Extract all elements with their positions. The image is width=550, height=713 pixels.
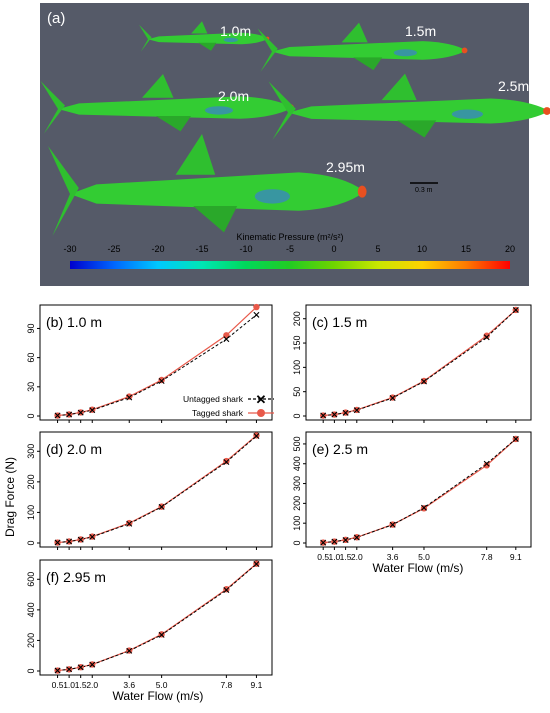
chart-panel-3: (d) 2.0 m 0 100 200 300 <box>26 432 272 550</box>
colorbar-tick-label: -25 <box>107 244 120 254</box>
colorbar-tick-label: -20 <box>151 244 164 254</box>
y-tick-label: 600 <box>26 572 36 587</box>
y-tick-label: 0 <box>26 668 36 673</box>
chart-title: (c) 1.5 m <box>312 314 367 330</box>
y-axis-label: Drag Force (N) <box>3 457 17 537</box>
y-tick-label: 0 <box>292 540 302 545</box>
legend-tagged-label: Tagged shark <box>192 408 244 418</box>
data-point-tagged <box>223 458 229 464</box>
colorbar <box>70 261 510 269</box>
y-tick-label: 90 <box>26 323 36 333</box>
y-tick-label: 200 <box>292 496 302 511</box>
data-point-tagged <box>483 333 489 339</box>
chart-title: (f) 2.95 m <box>46 569 106 585</box>
y-tick-label: 200 <box>26 474 36 489</box>
y-tick-label: 150 <box>292 336 302 351</box>
colorbar-tick-label: -10 <box>239 244 252 254</box>
y-tick-label: 0 <box>292 413 302 418</box>
x-tick-label: 1.0 <box>63 680 75 690</box>
data-point-tagged <box>126 393 132 399</box>
legend-untagged-marker: ✕ <box>256 392 267 407</box>
chart-panel-1: (b) 1.0 m 0 30 60 90 <box>26 304 272 423</box>
legend-untagged-label: Untagged shark <box>183 394 244 404</box>
x-tick-label: 9.1 <box>510 552 522 562</box>
chart-panel-2: (c) 1.5 m 0 50 100 150 200 <box>292 305 531 423</box>
x-tick-label: 2.0 <box>86 680 98 690</box>
colorbar-title: Kinematic Pressure (m²/s²) <box>236 232 343 242</box>
colorbar-tick-label: 0 <box>331 244 336 254</box>
data-point-tagged <box>253 304 259 310</box>
colorbar-tick-label: 10 <box>417 244 427 254</box>
x-tick-label: 7.8 <box>220 680 232 690</box>
colorbar-tick-label: -5 <box>286 244 294 254</box>
x-tick-label: 1.5 <box>75 680 87 690</box>
y-tick-label: 300 <box>26 444 36 459</box>
scale-bar-label: 0.3 m <box>415 187 433 194</box>
y-tick-label: 100 <box>292 516 302 531</box>
y-tick-label: 0 <box>26 413 36 418</box>
y-tick-label: 50 <box>292 387 302 397</box>
shark-label-2-5m: 2.5m <box>498 78 529 94</box>
x-axis-label-left: Water Flow (m/s) <box>113 689 204 703</box>
y-tick-label: 300 <box>292 476 302 491</box>
colorbar-tick-label: -30 <box>63 244 76 254</box>
legend-tagged-marker <box>257 409 265 417</box>
colorbar-tick-label: -15 <box>195 244 208 254</box>
y-tick-label: 200 <box>292 311 302 326</box>
x-axis-label-right: Water Flow (m/s) <box>373 561 464 575</box>
y-tick-label: 400 <box>26 602 36 617</box>
y-tick-label: 100 <box>26 505 36 520</box>
shark-label-2-0m: 2.0m <box>218 88 249 104</box>
y-tick-label: 500 <box>292 436 302 451</box>
chart-title: (b) 1.0 m <box>46 314 102 330</box>
shark-label-1-0m: 1.0m <box>220 23 251 39</box>
y-tick-label: 0 <box>26 540 36 545</box>
colorbar-tick-label: 5 <box>375 244 380 254</box>
y-tick-label: 100 <box>292 360 302 375</box>
chart-title: (e) 2.5 m <box>312 441 368 457</box>
y-tick-label: 400 <box>292 456 302 471</box>
colorbar-tick-label: 20 <box>505 244 515 254</box>
shark-label-2-95m: 2.95m <box>326 159 365 175</box>
x-tick-label: 9.1 <box>251 680 263 690</box>
x-tick-label: 0.5 <box>52 680 64 690</box>
panel-a-label: (a) <box>47 10 65 27</box>
chart-title: (d) 2.0 m <box>46 441 102 457</box>
shark-label-1-5m: 1.5m <box>405 23 436 39</box>
colorbar-tick-label: 15 <box>461 244 471 254</box>
panel-a: (a) 1.0m 1.5m <box>40 3 550 286</box>
data-point-tagged <box>158 377 164 383</box>
x-tick-label: 7.8 <box>481 552 493 562</box>
y-tick-label: 200 <box>26 633 36 648</box>
y-tick-label: 60 <box>26 353 36 363</box>
x-tick-label: 2.0 <box>351 552 363 562</box>
y-tick-label: 30 <box>26 382 36 392</box>
